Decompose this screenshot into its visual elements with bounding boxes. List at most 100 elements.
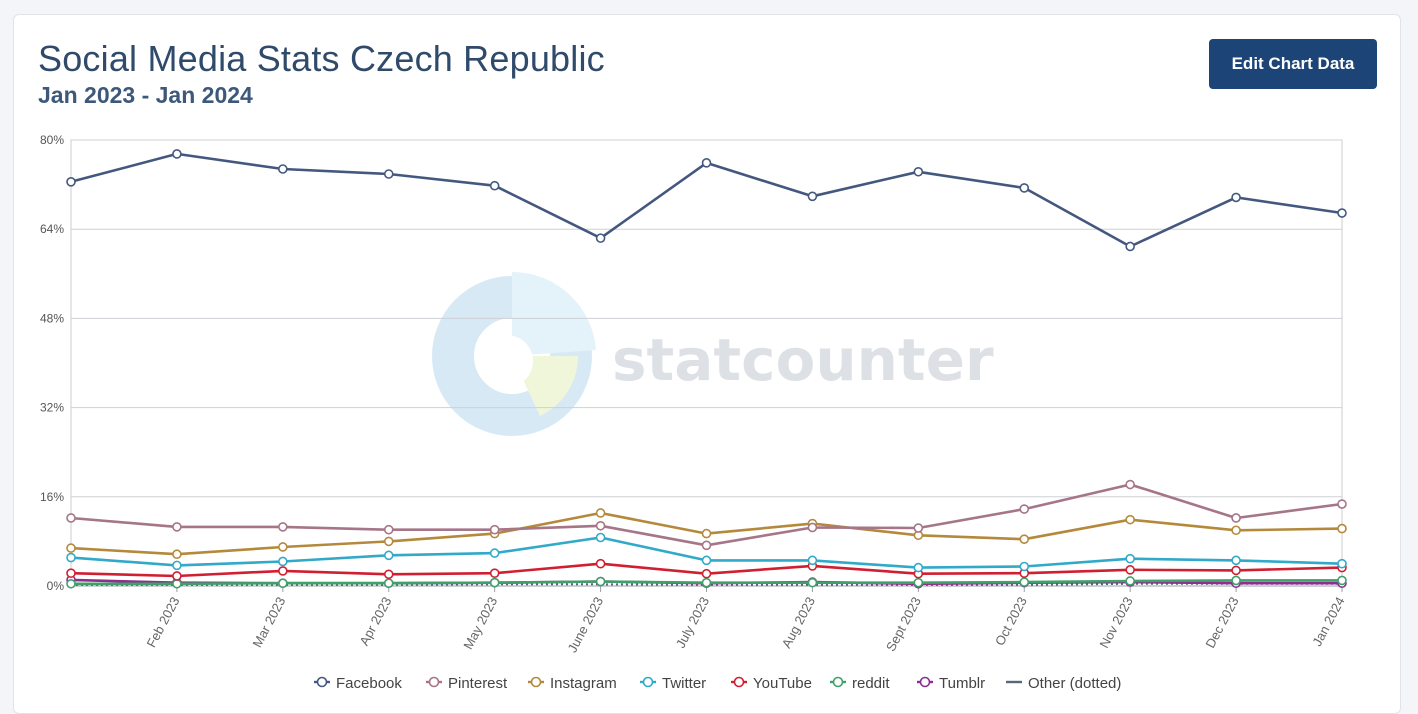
data-point-facebook[interactable]: [383, 169, 394, 179]
legend-item-tumblr[interactable]: Tumblr: [917, 675, 985, 692]
x-tick-label: Mar 2023: [249, 594, 288, 650]
data-point-youtube[interactable]: [383, 569, 394, 580]
data-point-pinterest[interactable]: [913, 523, 924, 533]
data-point-facebook[interactable]: [1125, 241, 1135, 252]
data-point-reddit[interactable]: [172, 578, 182, 589]
legend-item-instagram[interactable]: Instagram: [528, 675, 617, 692]
data-point-youtube[interactable]: [278, 566, 288, 576]
data-point-facebook[interactable]: [913, 166, 924, 177]
watermark-logo-segment-blue: [512, 271, 596, 356]
data-point-youtube[interactable]: [489, 568, 500, 578]
data-point-reddit[interactable]: [278, 578, 288, 589]
data-point-youtube[interactable]: [701, 568, 712, 579]
page-subtitle: Jan 2023 - Jan 2024: [38, 82, 253, 108]
data-point-youtube[interactable]: [1231, 565, 1241, 576]
data-point-reddit[interactable]: [1337, 575, 1347, 586]
data-point-twitter[interactable]: [1125, 553, 1135, 564]
x-axis: Feb 2023 Mar 2023 Apr 2023 May 2023 June 202…: [144, 586, 1348, 655]
x-tick-label: Jan 2024: [1309, 594, 1347, 648]
data-point-facebook[interactable]: [278, 164, 288, 174]
data-point-facebook[interactable]: [1231, 192, 1241, 203]
data-point-pinterest[interactable]: [1231, 513, 1241, 523]
data-point-reddit[interactable]: [383, 578, 394, 589]
data-point-twitter[interactable]: [383, 550, 394, 561]
data-point-youtube[interactable]: [66, 568, 76, 578]
legend-item-other-dotted[interactable]: Other (dotted): [1006, 675, 1121, 692]
data-point-pinterest[interactable]: [1019, 504, 1030, 514]
x-tick-label: Oct 2023: [992, 594, 1030, 648]
data-point-reddit[interactable]: [595, 576, 606, 587]
legend-item-twitter[interactable]: Twitter: [640, 675, 706, 692]
y-tick-label: 32%: [40, 401, 64, 415]
data-point-twitter[interactable]: [1337, 558, 1347, 569]
data-point-pinterest[interactable]: [489, 524, 500, 535]
x-tick-label: Aug 2023: [779, 594, 818, 650]
legend-label: YouTube: [753, 675, 812, 692]
data-point-instagram[interactable]: [701, 528, 712, 539]
x-tick-label: May 2023: [460, 594, 500, 651]
data-point-pinterest[interactable]: [1337, 499, 1347, 509]
y-tick-label: 16%: [40, 490, 64, 504]
page-title: Social Media Stats Czech Republic: [38, 38, 605, 79]
legend-item-facebook[interactable]: Facebook: [314, 675, 402, 692]
x-tick-label: Sept 2023: [883, 594, 924, 653]
y-axis: 0% 16% 32% 48% 64% 80%: [40, 133, 64, 593]
data-point-pinterest[interactable]: [595, 520, 606, 531]
legend-label: Pinterest: [448, 675, 508, 692]
legend-label: Twitter: [662, 675, 706, 692]
data-point-instagram[interactable]: [66, 543, 76, 553]
data-point-youtube[interactable]: [1125, 565, 1135, 575]
data-point-instagram[interactable]: [278, 542, 288, 552]
data-point-facebook[interactable]: [1019, 183, 1030, 193]
data-point-facebook[interactable]: [807, 191, 818, 202]
data-point-twitter[interactable]: [701, 555, 712, 566]
data-point-facebook[interactable]: [1337, 208, 1347, 218]
y-tick-label: 48%: [40, 311, 64, 325]
data-point-twitter[interactable]: [66, 552, 76, 563]
data-point-twitter[interactable]: [489, 548, 500, 558]
data-point-instagram[interactable]: [1125, 514, 1135, 525]
data-point-youtube[interactable]: [595, 558, 606, 569]
legend-item-reddit[interactable]: reddit: [830, 675, 890, 692]
statcounter-watermark: statcounter: [432, 271, 994, 436]
data-point-twitter[interactable]: [1019, 561, 1030, 572]
data-point-pinterest[interactable]: [1125, 479, 1135, 490]
x-tick-label: June 2023: [564, 594, 606, 655]
data-point-instagram[interactable]: [1337, 523, 1347, 534]
data-point-pinterest[interactable]: [66, 513, 76, 523]
data-point-instagram[interactable]: [595, 508, 606, 518]
data-point-twitter[interactable]: [595, 532, 606, 543]
data-point-facebook[interactable]: [701, 158, 712, 168]
data-point-pinterest[interactable]: [383, 524, 394, 535]
data-point-instagram[interactable]: [383, 536, 394, 547]
data-point-twitter[interactable]: [1231, 555, 1241, 566]
data-point-reddit[interactable]: [489, 577, 500, 588]
data-point-reddit[interactable]: [807, 577, 818, 588]
data-point-instagram[interactable]: [1231, 525, 1241, 536]
data-point-pinterest[interactable]: [172, 522, 182, 532]
legend-item-youtube[interactable]: YouTube: [731, 675, 812, 692]
data-point-pinterest[interactable]: [807, 522, 818, 533]
data-point-instagram[interactable]: [1019, 534, 1030, 544]
edit-chart-data-button[interactable]: Edit Chart Data: [1209, 39, 1377, 89]
data-point-pinterest[interactable]: [701, 540, 712, 551]
data-point-twitter[interactable]: [172, 560, 182, 571]
data-point-twitter[interactable]: [278, 556, 288, 567]
data-point-reddit[interactable]: [701, 577, 712, 588]
data-point-reddit[interactable]: [1125, 576, 1135, 586]
data-point-youtube[interactable]: [172, 571, 182, 581]
data-point-reddit[interactable]: [1019, 577, 1030, 587]
data-point-instagram[interactable]: [172, 549, 182, 560]
data-point-reddit[interactable]: [1231, 575, 1241, 586]
data-point-facebook[interactable]: [489, 180, 500, 191]
data-point-facebook[interactable]: [66, 177, 76, 187]
data-point-reddit[interactable]: [66, 578, 76, 589]
data-point-facebook[interactable]: [595, 233, 606, 243]
series-line-facebook: [70, 152, 1343, 248]
data-point-twitter[interactable]: [913, 562, 924, 573]
data-point-facebook[interactable]: [172, 149, 182, 159]
data-point-reddit[interactable]: [913, 577, 924, 588]
data-point-twitter[interactable]: [807, 555, 818, 566]
legend-item-pinterest[interactable]: Pinterest: [426, 675, 508, 692]
data-point-pinterest[interactable]: [278, 522, 288, 532]
